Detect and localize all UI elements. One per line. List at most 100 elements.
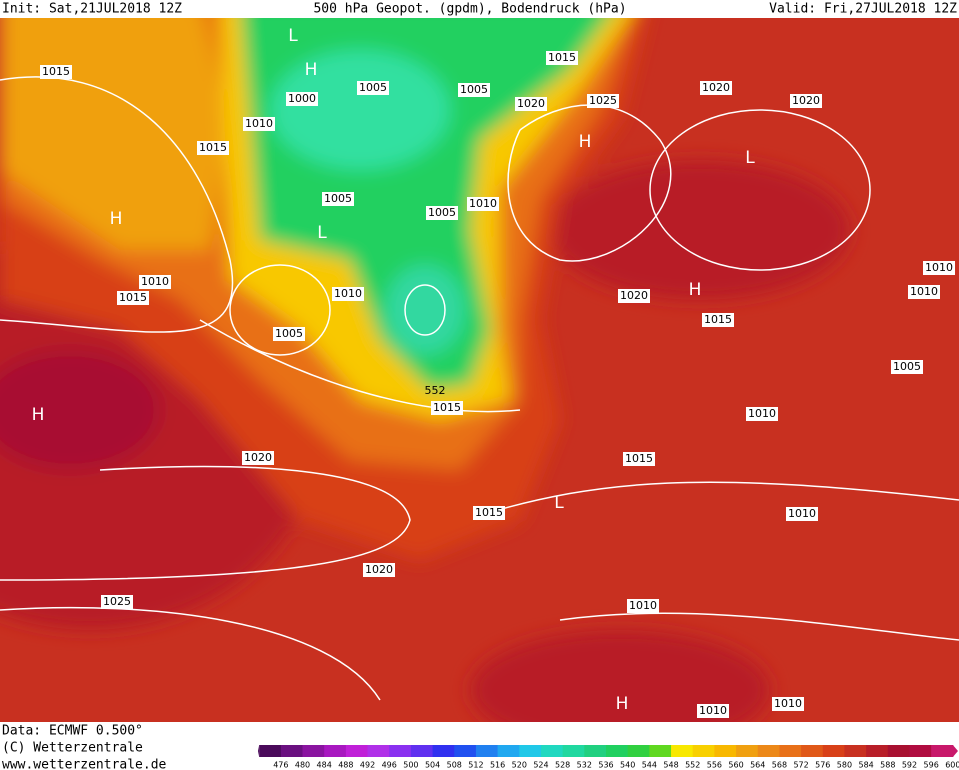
isobar-label-box (473, 506, 505, 520)
isobar-label: 1015 (475, 506, 503, 519)
isobar-label: 1010 (141, 275, 169, 288)
isobar-label: 1015 (42, 65, 70, 78)
isobar-label-box (790, 94, 822, 108)
isobar-label-box (908, 285, 940, 299)
scale-swatch (324, 745, 347, 757)
scale-swatch (671, 745, 694, 757)
scale-swatch (540, 745, 564, 757)
scale-swatch (475, 745, 499, 757)
scale-swatch (454, 745, 477, 757)
isobar-label: 1015 (433, 401, 461, 414)
isobar-label-box (923, 261, 955, 275)
isobar-label: 1010 (910, 285, 938, 298)
scale-label: 552 (685, 761, 700, 770)
scale-swatch (757, 745, 780, 757)
isobar-label: 1015 (548, 51, 576, 64)
scale-swatch (714, 745, 737, 757)
pressure-center: H (305, 60, 318, 80)
scale-swatch (497, 745, 520, 757)
isobar-label: 1010 (629, 599, 657, 612)
scale-label: 572 (793, 761, 808, 770)
pressure-center: L (745, 148, 755, 168)
isobar-label-box (700, 81, 732, 95)
pressure-center: L (288, 26, 298, 46)
website: www.wetterzentrale.de (2, 758, 167, 770)
isobar-label: 1005 (324, 192, 352, 205)
isobar-label-box (587, 94, 619, 108)
isobar-label-box (286, 92, 318, 106)
isobar-label-box (322, 192, 354, 206)
isobar-label-box (242, 451, 274, 465)
pressure-center: H (32, 405, 45, 425)
valid-time: Valid: Fri,27JUL2018 12Z (769, 2, 957, 17)
isobar-label: 1020 (702, 81, 730, 94)
isobar-label-box (332, 287, 364, 301)
scale-label: 484 (317, 761, 332, 770)
init-time: Init: Sat,21JUL2018 12Z (2, 2, 182, 17)
isobar-label-box (746, 407, 778, 421)
contour-label: 552 (425, 384, 446, 397)
scale-label: 568 (772, 761, 787, 770)
scale-label: 564 (750, 761, 765, 770)
isobar-label-box (117, 291, 149, 305)
isobar-label-box (458, 83, 490, 97)
isobar-label: 1010 (245, 117, 273, 130)
scale-swatch (562, 745, 585, 757)
scale-label: 508 (447, 761, 462, 770)
scale-label: 540 (620, 761, 635, 770)
isobar-label-box (546, 51, 578, 65)
scale-label: 560 (728, 761, 743, 770)
scale-label: 476 (273, 761, 288, 770)
scale-swatch (389, 745, 412, 757)
isobar-label-box (273, 327, 305, 341)
isobar-label: 1005 (460, 83, 488, 96)
isobar-label-box (197, 141, 229, 155)
scale-swatch (302, 745, 325, 757)
pressure-center: L (554, 493, 564, 513)
scale-label: 504 (425, 761, 440, 770)
isobar-label-box (702, 313, 734, 327)
isobar-label-box (623, 452, 655, 466)
map-title: 500 hPa Geopot. (gpdm), Bodendruck (hPa) (313, 2, 626, 17)
isobar-label-box (891, 360, 923, 374)
scale-label: 544 (642, 761, 657, 770)
isobar-label: 1015 (199, 141, 227, 154)
scale-swatch (584, 745, 607, 757)
scale-label: 536 (598, 761, 613, 770)
scale-label: 576 (815, 761, 830, 770)
pressure-center: H (579, 132, 592, 152)
isobar-label: 1005 (275, 327, 303, 340)
pressure-center: H (616, 694, 629, 714)
isobar-label: 1015 (625, 452, 653, 465)
isobars (0, 76, 959, 701)
isobar-label: 1000 (288, 92, 316, 105)
scale-swatch (736, 745, 759, 757)
isobar-label: 1010 (774, 697, 802, 710)
scale-swatch (909, 745, 932, 757)
scale-swatch (887, 745, 910, 757)
isobar-label-box (786, 507, 818, 521)
scale-label: 524 (533, 761, 548, 770)
isobar-label: 1010 (699, 704, 727, 717)
scale-label: 480 (295, 761, 310, 770)
isobar-label-box (772, 697, 804, 711)
scale-swatch (259, 745, 282, 757)
scale-label: 528 (555, 761, 570, 770)
scale-label: 500 (403, 761, 418, 770)
isobar-label-box (363, 563, 395, 577)
isobar-label-box (139, 275, 171, 289)
pressure-center: H (110, 209, 123, 229)
scale-label: 520 (512, 761, 527, 770)
scale-label: 580 (837, 761, 852, 770)
scale-label: 548 (663, 761, 678, 770)
scale-label: 492 (360, 761, 375, 770)
isobar-label: 1005 (428, 206, 456, 219)
scale-swatch (367, 745, 390, 757)
scale-label: 516 (490, 761, 505, 770)
scale-swatch (280, 745, 304, 757)
pressure-center: H (689, 280, 702, 300)
isobar-label: 1020 (620, 289, 648, 302)
scale-label: 488 (338, 761, 353, 770)
isobar-label: 1015 (704, 313, 732, 326)
